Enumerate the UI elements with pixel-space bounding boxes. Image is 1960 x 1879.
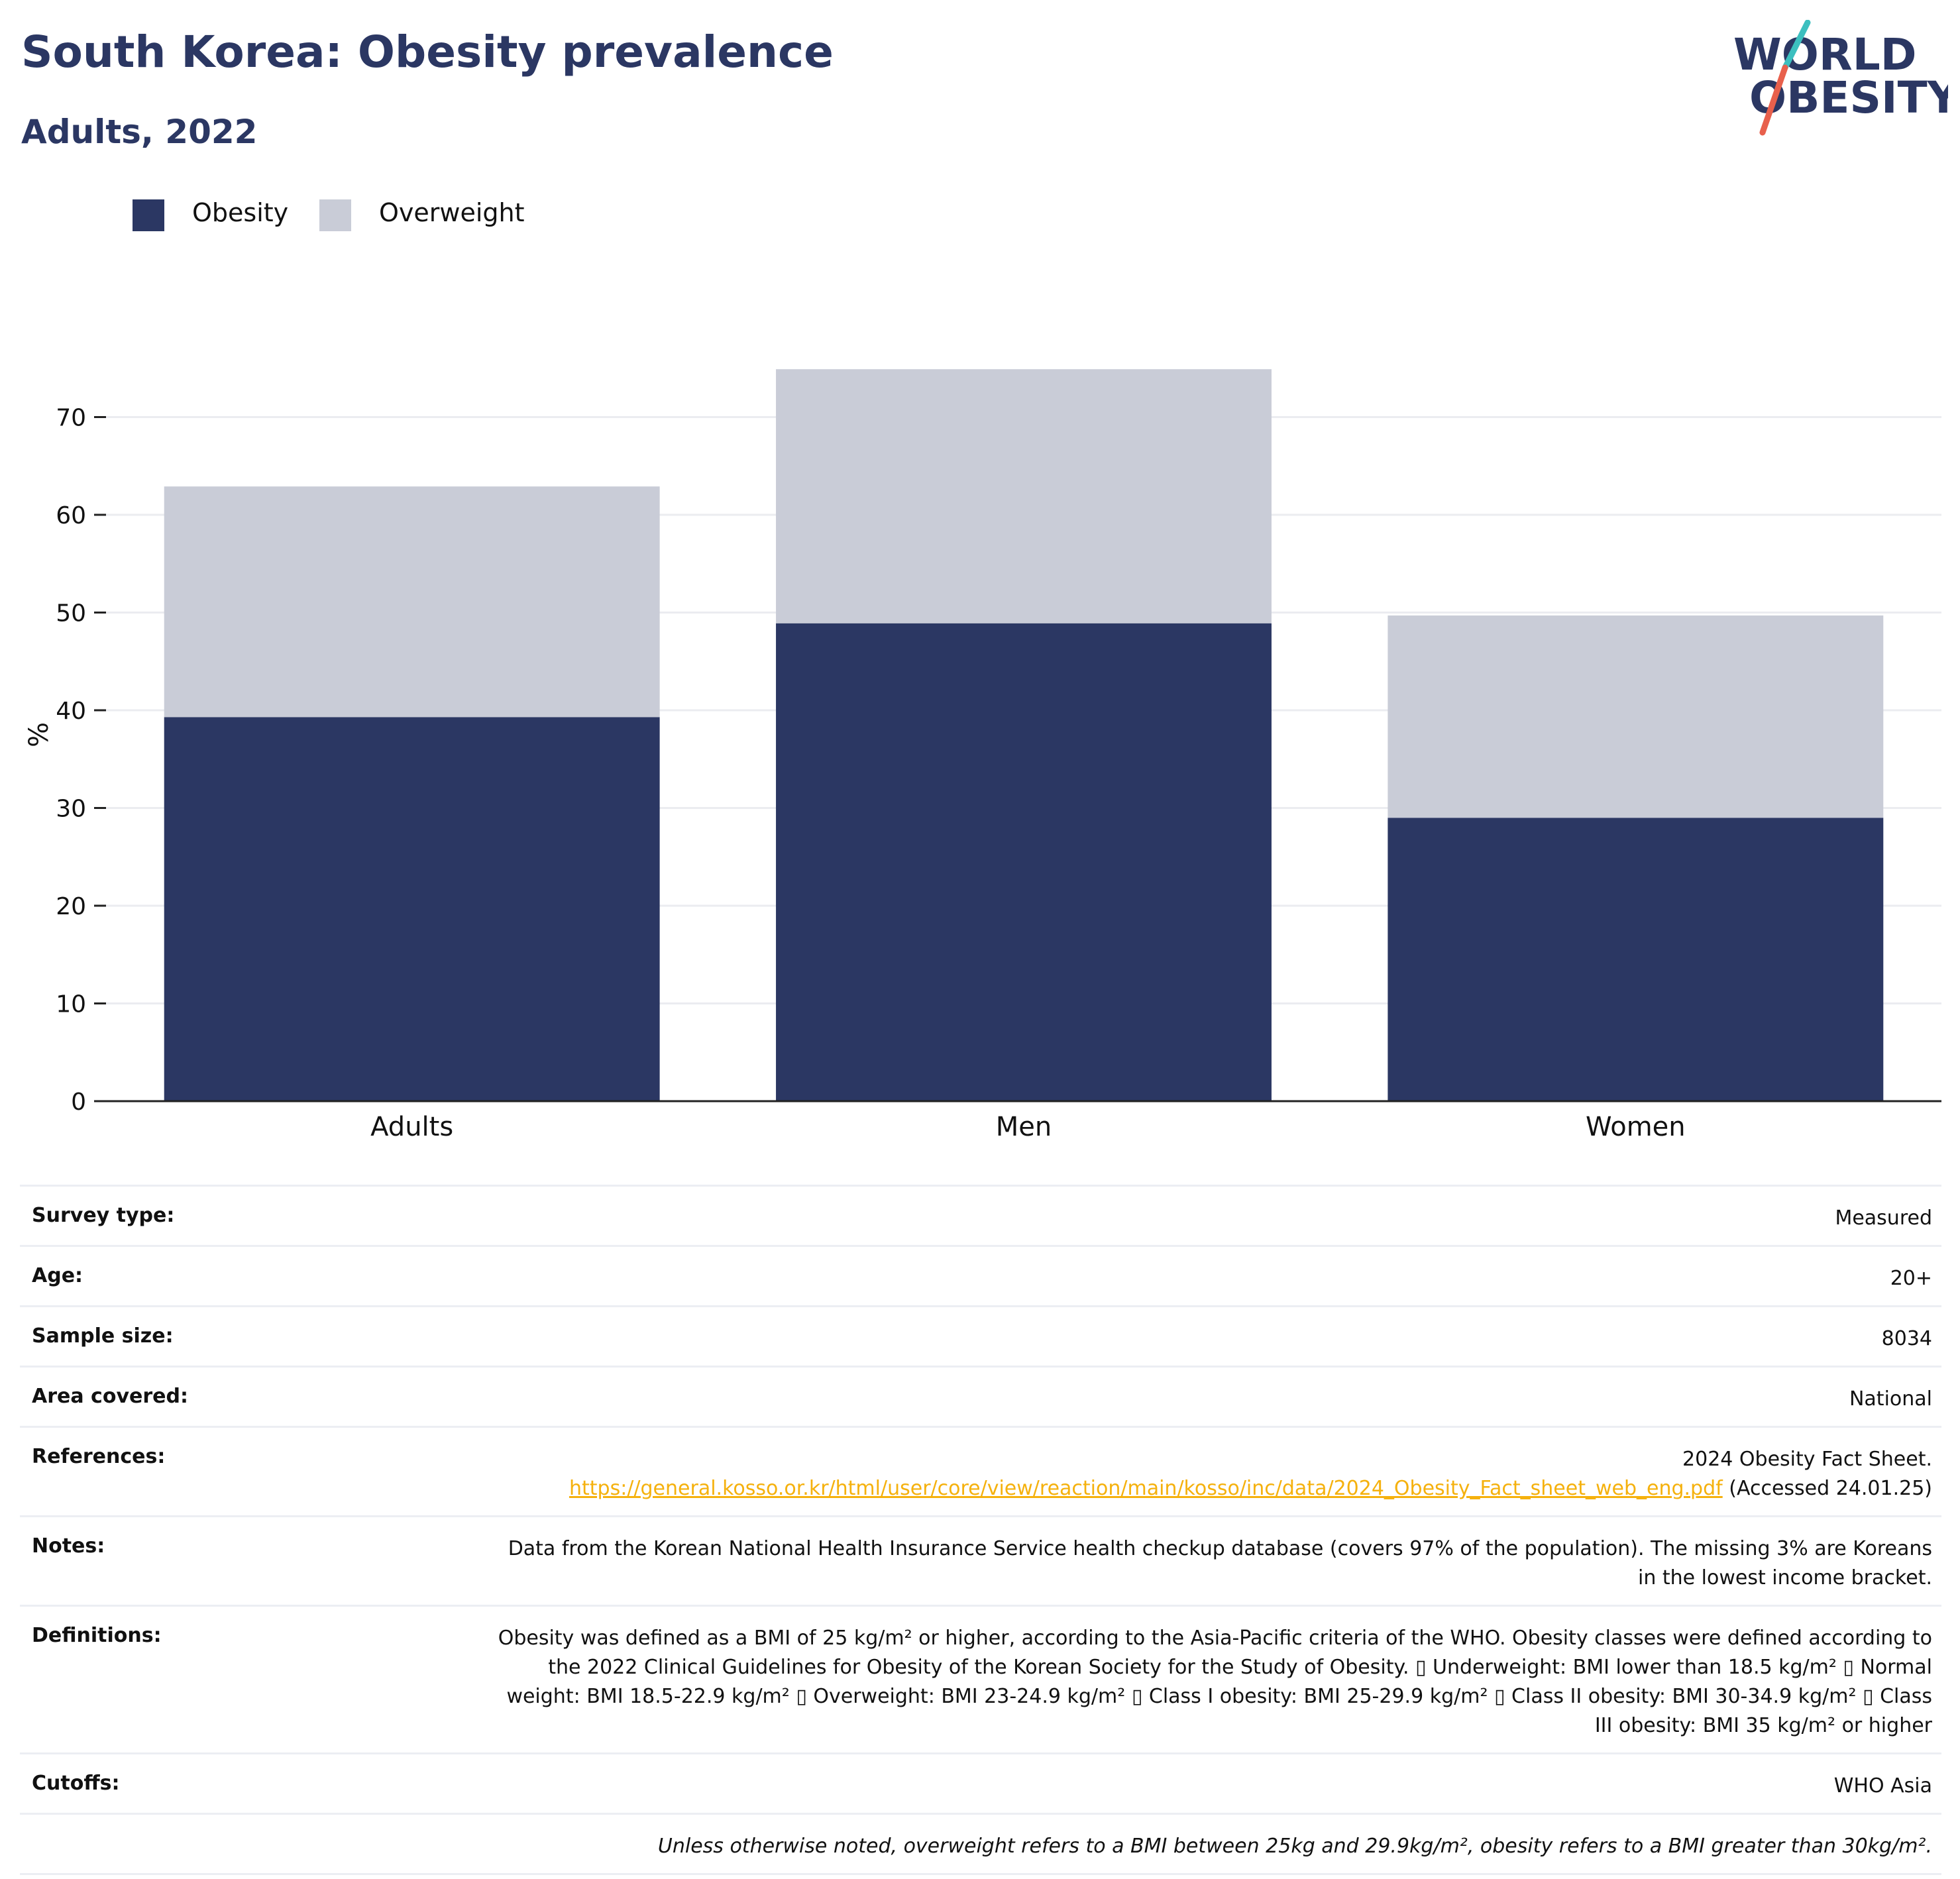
info-label: References: — [32, 1445, 166, 1468]
logo-word-2: OBESITY — [1749, 72, 1948, 123]
info-label: Survey type: — [32, 1204, 175, 1227]
y-tick-label: 10 — [56, 991, 86, 1018]
legend-swatch-overweight — [319, 199, 351, 231]
info-value: Data from the Korean National Health Ins… — [508, 1537, 1932, 1589]
info-value: 20+ — [1890, 1267, 1932, 1290]
info-row-references: References: 2024 Obesity Fact Sheet. htt… — [20, 1428, 1941, 1517]
info-label: Age: — [32, 1264, 83, 1287]
logo-word-1: WORLD — [1733, 29, 1917, 80]
legend-label-obesity: Obesity — [192, 198, 289, 227]
logo-accent-coral — [1759, 64, 1788, 136]
info-row-notes: Notes: Data from the Korean National Hea… — [20, 1517, 1941, 1607]
y-tick-label: 60 — [56, 502, 86, 529]
legend-swatch-obesity — [133, 199, 164, 231]
info-label: Definitions: — [32, 1624, 162, 1647]
y-tick-label: 50 — [56, 600, 86, 627]
bar-overweight-women — [1388, 615, 1884, 818]
bar-overweight-men — [776, 369, 1272, 623]
legend-label-overweight: Overweight — [379, 198, 525, 227]
info-label: Area covered: — [32, 1385, 188, 1408]
info-value: 2024 Obesity Fact Sheet. https://general… — [496, 1445, 1932, 1503]
y-tick-label: 20 — [56, 893, 86, 920]
x-tick-label: Men — [996, 1112, 1052, 1142]
world-obesity-logo: WORLD OBESITY — [1729, 19, 1960, 139]
y-tick-label: 40 — [56, 698, 86, 725]
bar-obesity-men — [776, 623, 1272, 1101]
info-row-area-covered: Area covered: National — [20, 1368, 1941, 1428]
info-value: WHO Asia — [1833, 1774, 1932, 1798]
info-row-footnote: Unless otherwise noted, overweight refer… — [20, 1815, 1941, 1875]
page-title: South Korea: Obesity prevalence — [21, 27, 834, 78]
info-value: Measured — [1835, 1207, 1932, 1230]
reference-title: 2024 Obesity Fact Sheet. — [1682, 1448, 1932, 1471]
x-tick-label: Adults — [370, 1112, 453, 1142]
page-subtitle: Adults, 2022 — [21, 113, 258, 151]
bar-overweight-adults — [164, 486, 660, 718]
logo-accent-teal — [1782, 19, 1811, 71]
footnote: Unless otherwise noted, overweight refer… — [657, 1835, 1932, 1858]
bar-chart: 0 10 20 30 40 50 60 70% Adults Men Women — [24, 369, 1941, 1142]
y-axis-label: % — [24, 722, 54, 747]
info-row-cutoffs: Cutoffs: WHO Asia — [20, 1754, 1941, 1815]
bar-obesity-adults — [164, 717, 660, 1101]
info-row-age: Age: 20+ — [20, 1247, 1941, 1307]
info-row-definitions: Definitions: Obesity was defined as a BM… — [20, 1607, 1941, 1754]
y-tick-label: 70 — [56, 405, 86, 432]
info-row-sample-size: Sample size: 8034 — [20, 1307, 1941, 1368]
x-tick-label: Women — [1586, 1112, 1686, 1142]
logo-graphic: WORLD OBESITY — [1733, 19, 1960, 136]
info-label: Cutoffs: — [32, 1772, 120, 1795]
reference-link[interactable]: https://general.kosso.or.kr/html/user/co… — [569, 1477, 1723, 1500]
info-value: Obesity was defined as a BMI of 25 kg/m²… — [498, 1627, 1932, 1737]
reference-accessed: (Accessed 24.01.25) — [1729, 1477, 1932, 1500]
info-label: Notes: — [32, 1534, 105, 1558]
info-label: Sample size: — [32, 1324, 174, 1348]
info-value: 8034 — [1881, 1327, 1932, 1350]
y-tick-label: 30 — [56, 796, 86, 823]
y-tick-label: 0 — [71, 1089, 86, 1116]
bar-obesity-women — [1388, 818, 1884, 1101]
info-value: National — [1849, 1387, 1932, 1411]
survey-info-table: Survey type: Measured Age: 20+ Sample si… — [20, 1185, 1941, 1875]
info-row-survey-type: Survey type: Measured — [20, 1187, 1941, 1247]
